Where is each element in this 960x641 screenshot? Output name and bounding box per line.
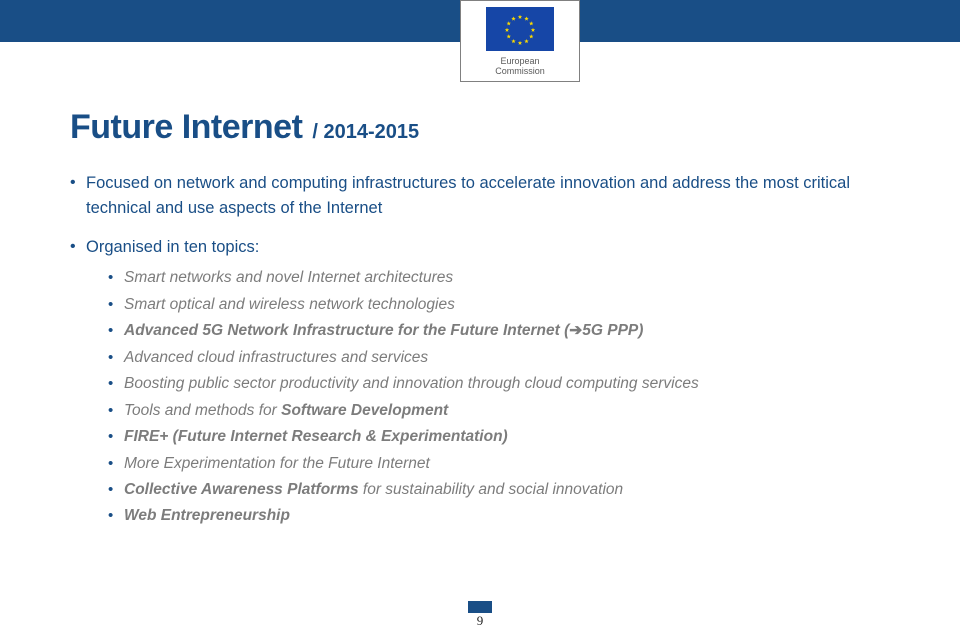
bullet-bold: Collective Awareness Platforms <box>124 481 359 498</box>
title-main: Future Internet <box>70 108 302 147</box>
title-sub: / 2014-2015 <box>312 121 419 144</box>
bullet-lvl2: Smart networks and novel Internet archit… <box>108 267 900 289</box>
bullet-lvl2: Boosting public sector productivity and … <box>108 373 900 395</box>
bullet-sublist: Smart networks and novel Internet archit… <box>86 267 900 528</box>
ec-logo-line2: Commission <box>495 66 545 76</box>
bullet-lvl1: Focused on network and computing infrast… <box>70 171 900 221</box>
bullet-lvl1: Organised in ten topics: Smart networks a… <box>70 235 900 528</box>
bullet-lvl2: Advanced 5G Network Infrastructure for t… <box>108 320 900 342</box>
arrow-icon: ➔ <box>569 322 582 339</box>
ec-logo-text: European Commission <box>495 57 545 77</box>
page-number: 9 <box>477 613 484 629</box>
bullet-list: Focused on network and computing infrast… <box>70 171 900 528</box>
header-strip-right <box>580 0 960 42</box>
ec-logo-box: European Commission <box>460 0 580 82</box>
slide-content: Future Internet / 2014-2015 Focused on n… <box>70 108 900 542</box>
bullet-lvl2: More Experimentation for the Future Inte… <box>108 453 900 475</box>
bullet-lvl2: Smart optical and wireless network techn… <box>108 294 900 316</box>
footer-accent-icon <box>468 601 492 613</box>
bullet-lvl2: Web Entrepreneurship <box>108 505 900 527</box>
slide-footer: 9 <box>0 601 960 629</box>
bullet-lvl2: Advanced cloud infrastructures and servi… <box>108 347 900 369</box>
bullet-bold: Web Entrepreneurship <box>124 507 290 524</box>
bullet-bold: FIRE+ (Future Internet Research & Experi… <box>124 428 508 445</box>
bullet-bold: Software Development <box>281 402 448 419</box>
bullet-text: Focused on network and computing infrast… <box>86 174 850 217</box>
slide-page: European Commission Future Internet / 20… <box>0 0 960 641</box>
ec-logo-line1: European <box>500 56 539 66</box>
bullet-lvl2: Collective Awareness Platforms for susta… <box>108 479 900 501</box>
bullet-text: Organised in ten topics: <box>86 238 259 256</box>
header-strip-left <box>0 0 460 42</box>
bullet-lvl2: FIRE+ (Future Internet Research & Experi… <box>108 426 900 448</box>
slide-title: Future Internet / 2014-2015 <box>70 108 900 147</box>
header-bar: European Commission <box>0 0 960 42</box>
eu-flag-icon <box>486 7 554 51</box>
bullet-bold: Advanced 5G Network Infrastructure for t… <box>124 322 643 339</box>
bullet-lvl2: Tools and methods for Software Developme… <box>108 400 900 422</box>
